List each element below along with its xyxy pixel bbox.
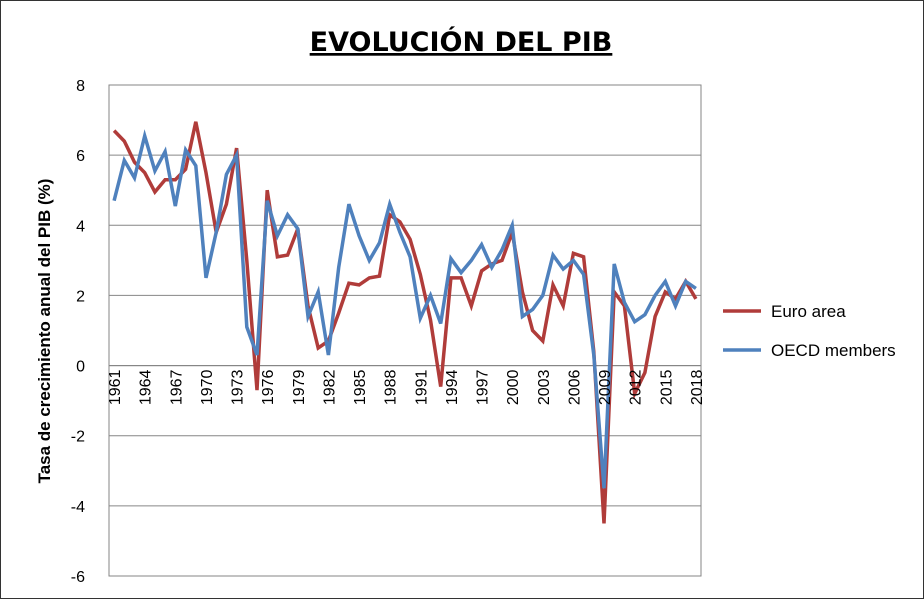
y-tick-label: -2: [71, 429, 85, 446]
x-tick-label: 2015: [658, 369, 675, 405]
legend-label: OECD members: [771, 341, 896, 360]
x-tick-label: 1964: [138, 369, 155, 405]
y-tick-label: -4: [71, 499, 85, 516]
legend-label: Euro area: [771, 302, 846, 321]
x-tick-label: 1988: [383, 369, 400, 405]
x-tick-label: 1973: [230, 369, 247, 405]
series-line-oecd-members: [112, 129, 697, 489]
x-tick-label: 1976: [260, 369, 277, 405]
y-tick-label: -6: [71, 569, 85, 586]
y-axis-label: Tasa de crecimiento anual del PIB (%): [35, 179, 54, 484]
x-tick-label: 1991: [413, 369, 430, 405]
x-tick-label: 2018: [689, 369, 706, 405]
y-tick-label: 6: [76, 148, 85, 165]
x-tick-label: 2009: [597, 369, 614, 405]
y-tick-label: 4: [76, 218, 85, 235]
x-tick-label: 1982: [321, 369, 338, 405]
y-tick-label: 2: [76, 288, 85, 305]
chart-title: EVOLUCIÓN DEL PIB: [310, 26, 613, 58]
series-line-euro-area: [112, 121, 698, 524]
x-tick-label: 2012: [628, 369, 645, 405]
y-tick-label: 0: [76, 359, 85, 376]
x-tick-label: 1997: [475, 369, 492, 405]
x-tick-label: 1970: [199, 369, 216, 405]
x-tick-label: 2003: [536, 369, 553, 405]
x-tick-label: 2006: [566, 369, 583, 405]
x-tick-label: 2000: [505, 369, 522, 405]
x-tick-label: 1985: [352, 369, 369, 405]
x-tick-label: 1967: [168, 369, 185, 405]
y-tick-label: 8: [76, 78, 85, 95]
x-tick-label: 1994: [444, 369, 461, 405]
x-tick-label: 1961: [107, 369, 124, 405]
x-tick-label: 1979: [291, 369, 308, 405]
